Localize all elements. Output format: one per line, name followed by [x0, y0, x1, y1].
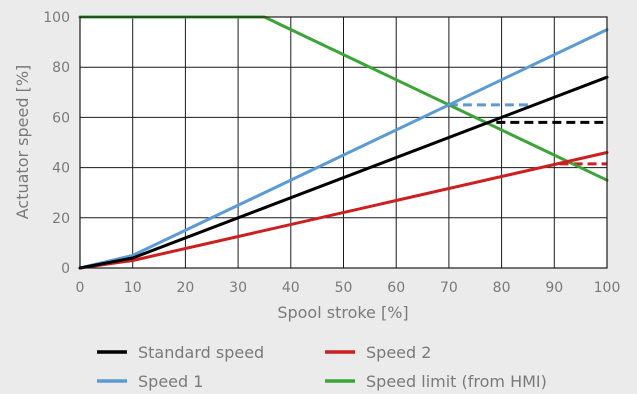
series-lines [78, 15, 609, 270]
x-axis-title: Spool stroke [%] [277, 303, 408, 322]
x-tick-label: 0 [76, 280, 85, 296]
x-tick-labels: 0 10 20 30 40 50 60 70 80 90 100 [76, 280, 621, 296]
y-tick-label: 0 [61, 261, 70, 277]
x-tick-label: 10 [124, 280, 142, 296]
speed-1-legend-label: Speed 1 [138, 372, 203, 391]
y-tick-labels: 0 20 40 60 80 100 [43, 10, 70, 277]
y-tick-label: 20 [52, 211, 70, 227]
y-axis-title: Actuator speed [%] [13, 65, 32, 220]
limit-lines [448, 103, 607, 166]
standard-speed-legend-label: Standard speed [138, 343, 264, 362]
x-tick-label: 70 [440, 280, 458, 296]
x-tick-label: 80 [493, 280, 511, 296]
x-tick-label: 50 [335, 280, 353, 296]
x-tick-label: 20 [176, 280, 194, 296]
plot-frame [79, 16, 608, 269]
legend: Standard speed Speed 2 Speed 1 Speed limit … [97, 343, 547, 391]
y-tick-label: 60 [52, 110, 70, 126]
grid [80, 17, 607, 268]
x-tick-label: 40 [282, 280, 300, 296]
y-tick-label: 100 [43, 10, 70, 26]
x-tick-label: 100 [594, 280, 621, 296]
speed-limit-from-hmi-legend-label: Speed limit (from HMI) [366, 372, 547, 391]
x-tick-label: 90 [545, 280, 563, 296]
x-tick-label: 30 [229, 280, 247, 296]
x-tick-label: 60 [387, 280, 405, 296]
speed-2-legend-label: Speed 2 [366, 343, 431, 362]
standard-speed-line [78, 75, 609, 270]
y-tick-label: 80 [52, 60, 70, 76]
y-tick-label: 40 [52, 161, 70, 177]
